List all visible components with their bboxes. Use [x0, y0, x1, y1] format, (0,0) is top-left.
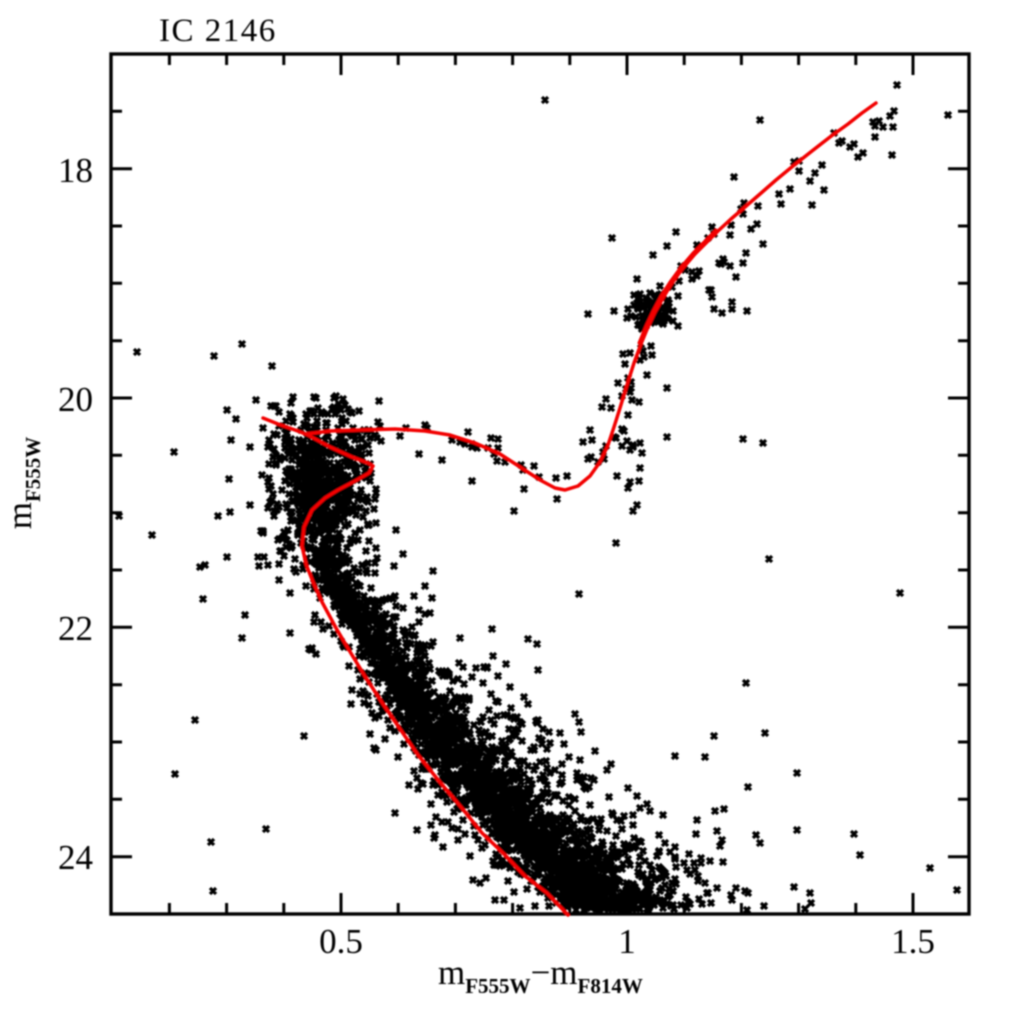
svg-text:1.5: 1.5: [891, 922, 935, 961]
svg-text:20: 20: [58, 380, 93, 419]
svg-text:0.5: 0.5: [319, 922, 363, 961]
svg-text:1: 1: [618, 922, 636, 961]
svg-text:24: 24: [58, 838, 93, 877]
svg-text:IC 2146: IC 2146: [159, 13, 277, 49]
svg-text:22: 22: [58, 609, 93, 648]
svg-text:18: 18: [58, 151, 93, 190]
